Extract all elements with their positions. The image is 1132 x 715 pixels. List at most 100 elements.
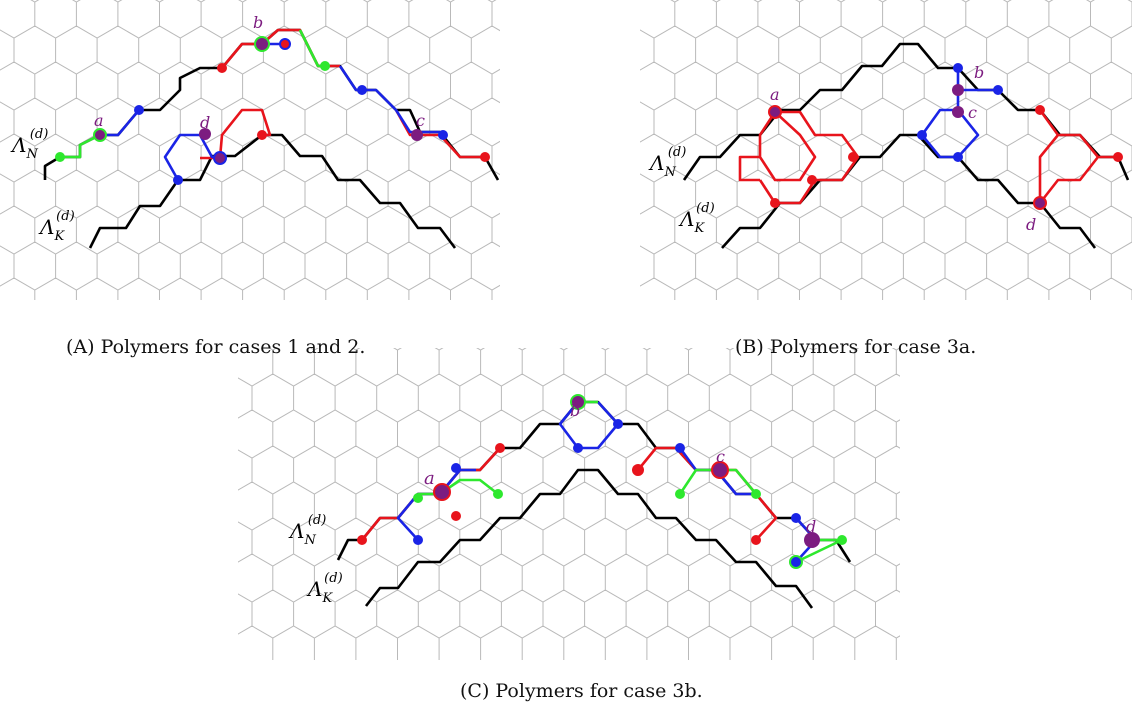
polymer-vertices bbox=[357, 394, 847, 569]
vertex-red bbox=[279, 38, 291, 50]
hex-grid bbox=[0, 0, 500, 300]
caption-text: Polymers for case 3a. bbox=[769, 336, 977, 358]
vertex-blue bbox=[789, 555, 803, 569]
vertex-b bbox=[952, 84, 964, 96]
vertex-red bbox=[848, 152, 858, 162]
vertex-green bbox=[675, 489, 685, 499]
point-label-b: b bbox=[570, 401, 580, 420]
caption-text: Polymers for case 3b. bbox=[495, 680, 703, 702]
hex-grid bbox=[640, 0, 1132, 300]
vertex-green bbox=[837, 535, 847, 545]
vertex-red bbox=[217, 63, 227, 73]
vertex-b bbox=[254, 36, 270, 52]
point-label-d: d bbox=[200, 113, 210, 132]
point-label-a: a bbox=[770, 85, 780, 104]
boundary-lines bbox=[336, 400, 852, 609]
vertex-red bbox=[751, 535, 761, 545]
point-label-a: a bbox=[424, 468, 435, 489]
vertex-green bbox=[413, 493, 423, 503]
vertex-blue bbox=[917, 130, 927, 140]
lambda-n-label: ΛN(d) bbox=[288, 513, 326, 548]
vertex-blue bbox=[675, 443, 685, 453]
point-label-d: d bbox=[1026, 215, 1036, 234]
polymer-green bbox=[60, 133, 101, 159]
vertex-red bbox=[357, 535, 367, 545]
vertex-d bbox=[804, 532, 820, 548]
vertex-blue bbox=[993, 85, 1003, 95]
vertex-blue bbox=[573, 443, 583, 453]
point-label-c: c bbox=[968, 103, 977, 122]
vertex-red bbox=[495, 443, 505, 453]
vertex-blue bbox=[173, 175, 183, 185]
vertex-green bbox=[493, 489, 503, 499]
caption-tag: (B) bbox=[735, 336, 764, 358]
vertex-a bbox=[93, 128, 107, 142]
vertex-a bbox=[768, 105, 782, 119]
boundary-k bbox=[364, 468, 814, 609]
vertex-green bbox=[751, 489, 761, 499]
point-label-d: d bbox=[806, 517, 816, 536]
polymer-green bbox=[298, 29, 328, 68]
boundary-k bbox=[88, 133, 457, 249]
caption-tag: (A) bbox=[66, 336, 95, 358]
panel-b: ΛN(d) ΛK(d) a b c d bbox=[640, 0, 1132, 300]
vertex-c bbox=[952, 106, 964, 118]
vertex-blue bbox=[134, 105, 144, 115]
point-label-a: a bbox=[94, 111, 104, 130]
vertex-d bbox=[1033, 196, 1047, 210]
vertex-blue bbox=[953, 63, 963, 73]
hex-grid bbox=[238, 348, 900, 660]
vertex-blue bbox=[791, 513, 801, 523]
vertex-blue bbox=[413, 535, 423, 545]
vertex-red bbox=[770, 198, 780, 208]
polymer-blue bbox=[163, 133, 221, 181]
polymer-green bbox=[418, 478, 499, 496]
vertex-blue bbox=[451, 463, 461, 473]
vertex-b bbox=[570, 394, 586, 410]
vertex-blue bbox=[613, 419, 623, 429]
lambda-k-label: ΛK(d) bbox=[38, 209, 75, 244]
hex-cells bbox=[238, 348, 900, 660]
caption-a: (A) Polymers for cases 1 and 2. bbox=[66, 336, 365, 358]
vertex-d bbox=[199, 128, 211, 140]
point-label-c: c bbox=[716, 447, 725, 466]
vertex-green bbox=[55, 152, 65, 162]
vertex-red bbox=[257, 130, 267, 140]
polymer-blue bbox=[558, 401, 620, 450]
vertex-c bbox=[711, 461, 729, 479]
point-label-b: b bbox=[974, 63, 984, 82]
lambda-k-label: ΛK(d) bbox=[678, 201, 715, 236]
polymer-vertices bbox=[55, 36, 490, 185]
panel-c: ΛN(d) ΛK(d) a b c d bbox=[238, 348, 900, 660]
lambda-n-label: ΛN(d) bbox=[648, 145, 686, 180]
hex-cells bbox=[640, 0, 1132, 300]
vertex-red bbox=[632, 464, 644, 476]
polymer-red bbox=[758, 110, 860, 205]
polymer-paths bbox=[738, 68, 1120, 205]
panel-a: ΛN(d) ΛK(d) a b c d bbox=[0, 0, 500, 300]
point-label-c: c bbox=[416, 111, 425, 130]
caption-b: (B) Polymers for case 3a. bbox=[735, 336, 976, 358]
vertex-red bbox=[451, 511, 461, 521]
vertex-blue bbox=[357, 85, 367, 95]
lambda-n-label: ΛN(d) bbox=[10, 127, 48, 162]
vertex-red bbox=[807, 175, 817, 185]
polymer-blue bbox=[338, 65, 440, 134]
vertex-c bbox=[411, 129, 423, 141]
vertex-a bbox=[433, 483, 451, 501]
polymer-red bbox=[1038, 109, 1120, 205]
polymer-red bbox=[738, 155, 760, 182]
point-label-b: b bbox=[253, 13, 263, 32]
vertex-red bbox=[1113, 152, 1123, 162]
caption-text: Polymers for cases 1 and 2. bbox=[100, 336, 366, 358]
polymer-vertices bbox=[768, 63, 1123, 210]
caption-tag: (C) bbox=[460, 680, 490, 702]
polymer-blue bbox=[920, 108, 980, 159]
vertex-green bbox=[320, 61, 330, 71]
boundary-n bbox=[682, 42, 1130, 181]
hex-cells bbox=[0, 0, 500, 300]
boundary-lines bbox=[682, 42, 1130, 249]
vertex-blue bbox=[953, 152, 963, 162]
vertex-blue bbox=[438, 130, 448, 140]
